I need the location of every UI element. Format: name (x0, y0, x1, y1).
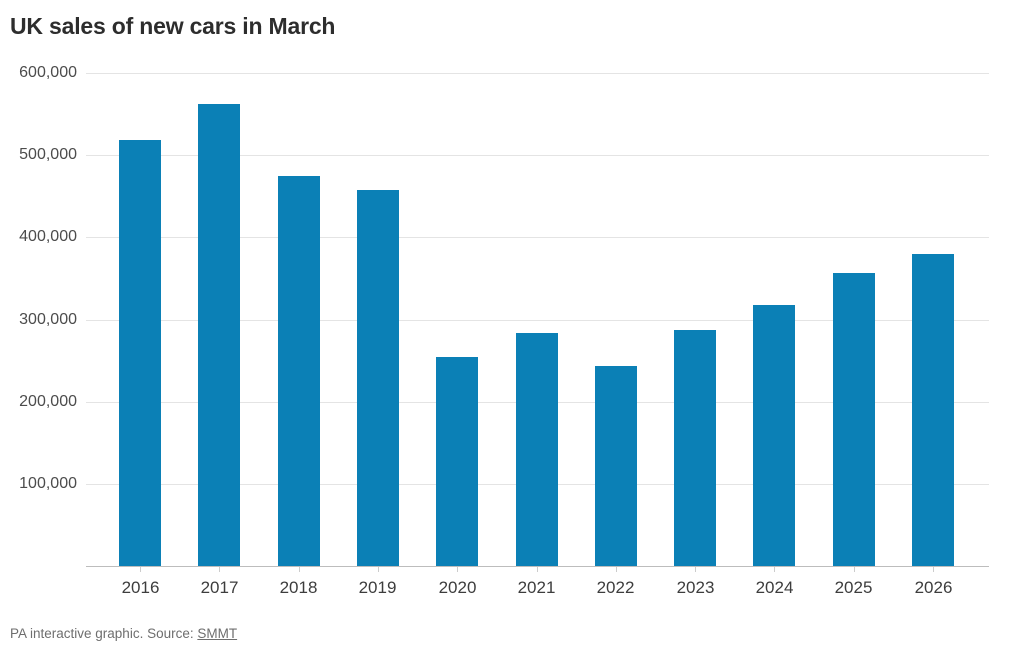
gridline-500,000 (86, 155, 989, 156)
bar-2021[interactable] (516, 333, 558, 566)
bar-2024[interactable] (753, 305, 795, 566)
x-axis-label-2024: 2024 (755, 578, 794, 597)
gridline-600,000 (86, 73, 989, 74)
gridline-300,000 (86, 320, 989, 321)
bar-2016[interactable] (119, 140, 161, 566)
x-tick-2026 (933, 567, 934, 572)
bar-2018[interactable] (278, 176, 320, 566)
x-axis-label-2018: 2018 (279, 578, 318, 597)
y-axis-label-100,000: 100,000 (19, 475, 77, 492)
footer-credit: PA interactive graphic. Source: (10, 626, 198, 641)
source-link[interactable]: SMMT (197, 626, 238, 641)
x-axis-label-2017: 2017 (200, 578, 239, 597)
x-tick-2025 (854, 567, 855, 572)
x-axis-label-2022: 2022 (596, 578, 635, 597)
y-axis-label-600,000: 600,000 (19, 64, 77, 81)
x-tick-2022 (616, 567, 617, 572)
x-tick-2016 (140, 567, 141, 572)
chart-title: UK sales of new cars in March (10, 13, 336, 39)
x-tick-2017 (219, 567, 220, 572)
x-axis-label-2016: 2016 (121, 578, 160, 597)
x-axis-line (86, 566, 989, 567)
x-axis-label-2023: 2023 (676, 578, 715, 597)
x-axis-label-2025: 2025 (834, 578, 873, 597)
bar-2020[interactable] (436, 357, 478, 566)
y-axis-label-500,000: 500,000 (19, 146, 77, 163)
x-axis-label-2026: 2026 (914, 578, 953, 597)
bar-2022[interactable] (595, 366, 637, 566)
bar-2023[interactable] (674, 330, 716, 566)
y-axis-label-300,000: 300,000 (19, 311, 77, 328)
x-axis-label-2019: 2019 (358, 578, 397, 597)
x-tick-2023 (695, 567, 696, 572)
y-axis-label-400,000: 400,000 (19, 228, 77, 245)
x-tick-2018 (299, 567, 300, 572)
x-tick-2024 (774, 567, 775, 572)
gridline-400,000 (86, 237, 989, 238)
footer: PA interactive graphic. Source: SMMT (10, 625, 237, 643)
x-tick-2021 (537, 567, 538, 572)
y-axis-label-200,000: 200,000 (19, 393, 77, 410)
x-tick-2019 (378, 567, 379, 572)
x-axis-label-2021: 2021 (517, 578, 556, 597)
bar-2026[interactable] (912, 254, 954, 566)
bar-2019[interactable] (357, 190, 399, 566)
bar-2025[interactable] (833, 273, 875, 566)
bar-2017[interactable] (198, 104, 240, 566)
x-tick-2020 (457, 567, 458, 572)
x-axis-label-2020: 2020 (438, 578, 477, 597)
